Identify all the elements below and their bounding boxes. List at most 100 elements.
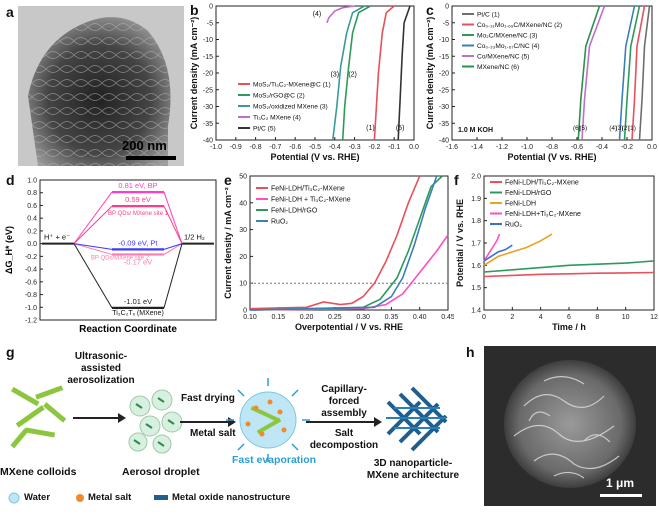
panel-label: a [6, 4, 14, 20]
legend-entry: MoS₂/oxidized MXene (3) [253, 104, 328, 111]
y-tick-label: -10 [203, 37, 213, 44]
arrow-label-5: Salt decompostion [309, 428, 379, 451]
y-tick-label: 0.4 [27, 216, 37, 223]
x-axis-label: Overpotential / V vs. RHE [295, 322, 403, 332]
legend-entry: FeNi-LDH+Ti₃C₂-MXene [505, 211, 581, 218]
fast-evaporation-graphic [226, 378, 310, 462]
panel-e: e 0.10 0.15 0.20 0.25 0.30 0.35 0.40 0.45 0 10 20 3… [222, 170, 455, 340]
y-tick-label: -0.2 [25, 254, 37, 261]
x-tick-label: -0.2 [368, 144, 380, 151]
y-tick-label: -15 [439, 54, 449, 61]
legend-entry: FeNi-LDH/rGO [271, 208, 318, 215]
curve-annotation: (3) [331, 71, 340, 78]
connector [163, 243, 183, 309]
connector [163, 191, 183, 244]
series-line [249, 234, 449, 311]
state-label: H⁺ + e⁻ [44, 233, 70, 242]
y-tick-label: 50 [239, 174, 247, 181]
y-tick-label: -5 [443, 20, 449, 27]
step-label-1: MXene colloids [0, 466, 77, 478]
y-tick-label: -20 [203, 71, 213, 78]
x-axis-label: Potential (V vs. RHE) [270, 152, 359, 162]
series-line [483, 233, 553, 266]
curve-annotation: (3) [616, 125, 624, 132]
y-tick-label: -10 [439, 37, 449, 44]
series-line [483, 244, 513, 262]
site-label: BP QDs/MXene site 2 [91, 256, 150, 262]
y-tick-label: 1.7 [471, 241, 481, 248]
series-line [249, 175, 421, 310]
curve-annotation: (4) [313, 11, 322, 18]
energy-label: -0.09 eV, Pt [119, 238, 159, 247]
series-line [332, 5, 365, 141]
y-tick-label: 0.6 [27, 203, 37, 210]
curve-annotation: (5) [579, 125, 587, 132]
curve-annotation: (5) [396, 125, 405, 132]
panel-b: b -1.0 -0.9 -0.8 -0.7 -0.6 -0.5 -0.4 -0.3 -0.2 -0… [188, 0, 420, 170]
x-tick-label: -0.2 [621, 144, 633, 151]
x-tick-label: -1.6 [446, 144, 458, 151]
x-tick-label: -0.3 [349, 144, 361, 151]
y-tick-label: -20 [439, 71, 449, 78]
y-tick-label: -0.4 [25, 267, 37, 274]
y-tick-label: 10 [239, 281, 247, 288]
legend-entry: RuO₂ [271, 219, 288, 226]
y-tick-label: -30 [203, 104, 213, 111]
y-tick-label: 1.8 [471, 218, 481, 225]
energy-label: 0.81 eV, BP [118, 181, 157, 190]
schematic [8, 378, 448, 504]
arrow-label-2: Fast drying [181, 393, 235, 404]
series-line [397, 5, 411, 141]
legend-entry: FeNi-LDH [505, 201, 536, 208]
y-tick-label: 0 [243, 308, 247, 315]
series-line [577, 5, 601, 141]
x-tick-label: -0.1 [388, 144, 400, 151]
chart-b: -1.0 -0.9 -0.8 -0.7 -0.6 -0.5 -0.4 -0.3 -0.2 -0.1… [189, 4, 419, 163]
legend-entry: Pt/C (5) [253, 126, 276, 133]
y-tick-label: 1.9 [471, 196, 481, 203]
y-tick-label: -0.8 [25, 292, 37, 299]
x-tick-label: -0.6 [571, 144, 583, 151]
x-tick-label: 0.20 [300, 314, 314, 321]
x-tick-label: 0.15 [271, 314, 285, 321]
energy-label: -0.17 eV [124, 257, 152, 266]
oxide-legend-icon [154, 495, 168, 500]
series-line [483, 233, 501, 262]
x-tick-label: -0.8 [546, 144, 558, 151]
x-tick-label: -0.8 [250, 144, 262, 151]
connector [163, 243, 183, 250]
curve-annotation: (1) [628, 125, 636, 132]
panel-label: b [190, 2, 199, 18]
legend-entry: Co₀.₃₁Mo₁.₆₉C/MXene/NC (2) [477, 22, 562, 29]
arrow-label-1: Ultrasonic-assisted aerosolization [67, 351, 135, 386]
x-tick-label: -0.4 [596, 144, 608, 151]
y-tick-label: 1.6 [471, 263, 481, 270]
panel-d: d 1.0 0.8 0.6 0.4 0.2 0.0 -0.2 -0.4 -0.6 -0.8 -1.0… [0, 170, 222, 340]
panel-label: e [224, 172, 232, 188]
y-axis-label: Current density / mA cm⁻² [223, 187, 233, 298]
y-tick-label: -25 [439, 87, 449, 94]
y-tick-label: -1.0 [25, 305, 37, 312]
panel-f: f 0 2 4 6 8 10 12 1.4 1.5 1.6 1.7 1.8 1.9 2.0 Time / h… [454, 170, 659, 340]
x-tick-label: 6 [567, 314, 571, 321]
legend-entry: FeNi-LDH + Ti₃C₂-MXene [271, 197, 351, 204]
x-tick-label: 0.0 [647, 144, 657, 151]
y-axis-label: Current density (mA cm⁻²) [425, 17, 435, 129]
y-tick-label: 30 [239, 227, 247, 234]
energy-label: -1.01 eV [124, 297, 152, 306]
x-tick-label: -0.6 [289, 144, 301, 151]
y-tick-label: 1.4 [471, 308, 481, 315]
chart-c: -1.6 -1.4 -1.2 -1.0 -0.8 -0.6 -0.4 -0.2 0.0 0 -5 -1… [425, 4, 657, 163]
connector [73, 243, 113, 309]
x-tick-label: 4 [539, 314, 543, 321]
step-label-3: Fast evaporation [232, 454, 317, 466]
y-tick-label: 0 [209, 4, 213, 11]
curve-annotation: (6) [573, 125, 581, 132]
y-tick-label: 0.0 [27, 241, 37, 248]
panel-label: c [426, 2, 434, 18]
panel-h: h 1 μm [466, 342, 659, 509]
panel-g: g [0, 342, 466, 509]
panel-a: a 200 nm [0, 0, 185, 168]
legend-entry: Mo₂C/MXene/NC (3) [477, 33, 537, 40]
legend-water-label: Water [24, 492, 51, 503]
